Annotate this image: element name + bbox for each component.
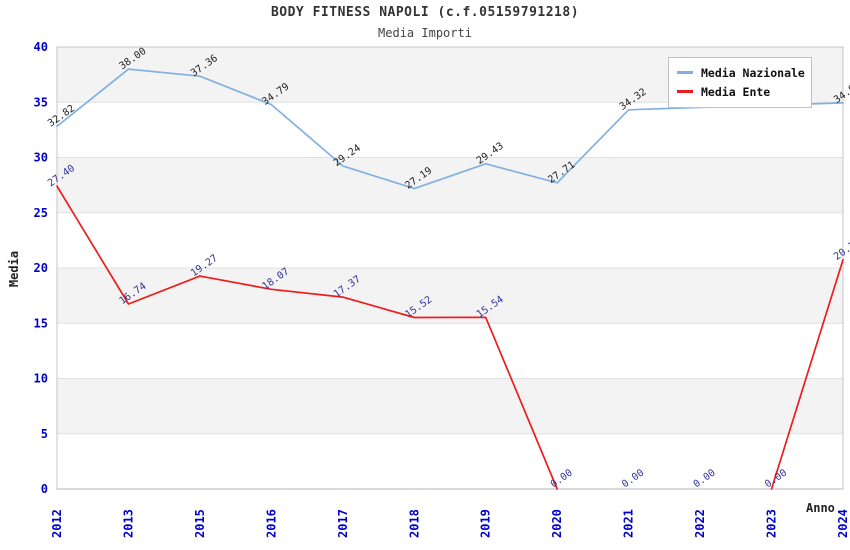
blue-line-swatch-icon: [677, 71, 693, 74]
x-tick-label: 2019: [479, 509, 493, 538]
x-tick-label: 2023: [765, 509, 779, 538]
x-tick-label: 2016: [264, 509, 278, 538]
plot-band: [57, 433, 843, 489]
legend-item-media-nazionale: Media Nazionale: [677, 63, 805, 82]
x-tick-label: 2020: [550, 509, 564, 538]
plot-band: [57, 378, 843, 434]
y-tick-label: 40: [34, 40, 48, 54]
plot-band: [57, 323, 843, 379]
legend-label: Media Ente: [701, 84, 771, 99]
legend: Media Nazionale Media Ente: [668, 57, 812, 108]
y-tick-label: 15: [34, 316, 48, 330]
y-tick-label: 10: [34, 372, 48, 386]
chart-title: BODY FITNESS NAPOLI (c.f.05159791218): [270, 5, 580, 20]
x-tick-label: 2015: [193, 509, 207, 538]
series-line-media-ente: [56, 185, 844, 490]
plot-band: [57, 268, 843, 324]
x-axis-title: Anno: [806, 501, 835, 515]
plot-band: [57, 102, 843, 158]
y-tick-label: 5: [41, 427, 48, 441]
chart-subtitle: Media Importi: [378, 26, 472, 40]
plot-band: [57, 212, 843, 268]
red-line-swatch-icon: [677, 90, 693, 93]
x-tick-label: 2018: [407, 509, 421, 538]
x-tick-label: 2021: [622, 509, 636, 538]
x-tick-label: 2024: [836, 509, 850, 538]
plot-band: [57, 157, 843, 213]
y-tick-label: 35: [34, 95, 48, 109]
y-tick-label: 30: [34, 151, 48, 165]
x-tick-label: 2013: [121, 509, 135, 538]
legend-label: Media Nazionale: [701, 65, 805, 80]
x-tick-label: 2017: [336, 509, 350, 538]
legend-item-media-ente: Media Ente: [677, 82, 803, 101]
y-tick-label: 20: [34, 261, 48, 275]
y-tick-label: 0: [41, 482, 48, 496]
y-tick-label: 25: [34, 206, 48, 220]
y-axis-title: Media: [7, 250, 21, 288]
x-tick-label: 2022: [693, 509, 707, 538]
x-tick-label: 2012: [50, 509, 64, 538]
